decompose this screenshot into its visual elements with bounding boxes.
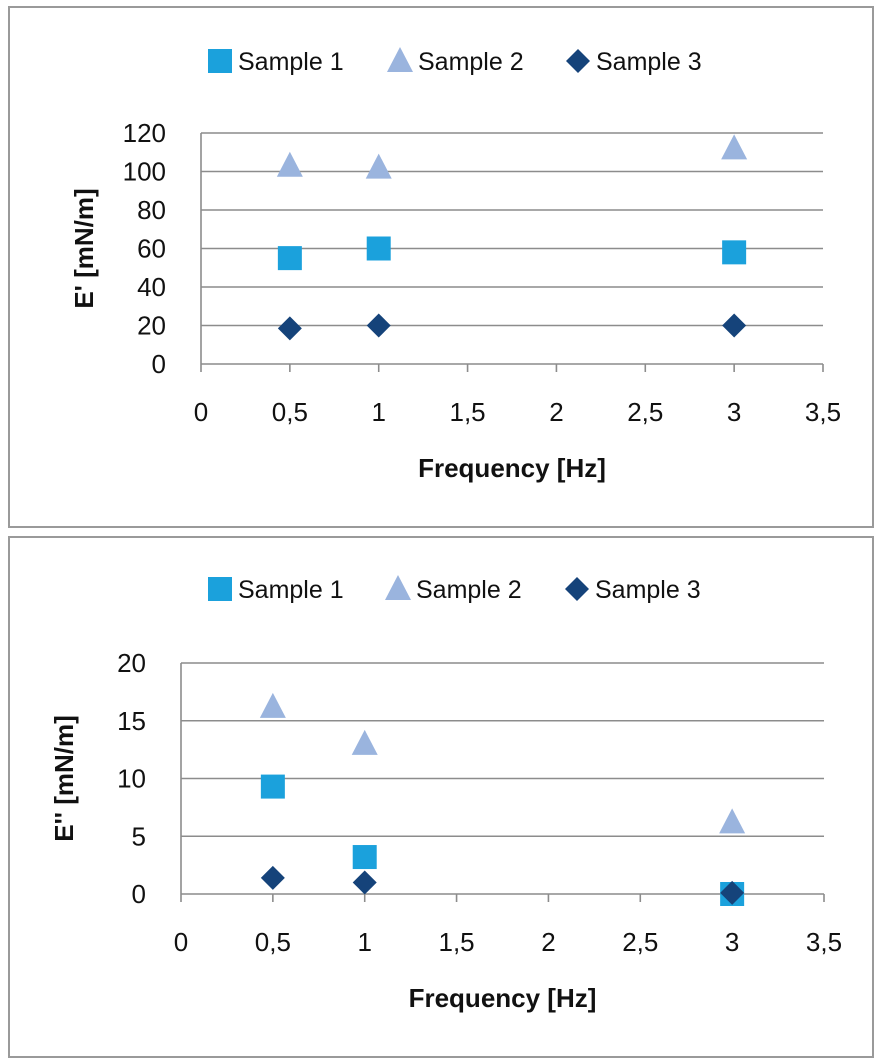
chart-panel-storage-modulus: 0 20 40 60 80 100 120 0 0,5 1 1,5 2 2,5 3 3,5 Frequency… [8, 6, 874, 528]
legend-label: Sample 2 [418, 48, 524, 76]
data-point [366, 313, 391, 338]
data-point [351, 729, 378, 755]
data-point [365, 153, 392, 179]
x-axis-label: Frequency [Hz] [418, 453, 606, 483]
x-tick-label: 0 [194, 397, 208, 427]
legend-marker-square [208, 49, 232, 73]
x-tick-labels: 0 0,5 1 1,5 2 2,5 3 3,5 [174, 894, 842, 957]
y-tick-label: 0 [152, 349, 166, 379]
series-sample-3 [277, 313, 747, 341]
legend-item: Sample 2 [385, 575, 522, 604]
y-tick-label: 80 [137, 195, 166, 225]
data-point [366, 236, 391, 261]
data-point [277, 246, 302, 271]
x-tick-label: 0,5 [255, 927, 291, 957]
x-axis-label: Frequency [Hz] [409, 983, 597, 1013]
data-point [721, 134, 748, 160]
data-point [722, 313, 747, 338]
legend-label: Sample 3 [596, 48, 702, 76]
y-tick-labels: 0 20 40 60 80 100 120 [123, 118, 166, 379]
legend: Sample 1 Sample 2 Sample 3 [208, 575, 701, 604]
x-tick-label: 1 [357, 927, 371, 957]
x-tick-label: 2,5 [627, 397, 663, 427]
legend-label: Sample 2 [416, 576, 522, 604]
legend-item: Sample 3 [566, 48, 702, 76]
x-tick-label: 2,5 [622, 927, 658, 957]
legend-marker-triangle [385, 575, 411, 600]
legend: Sample 1 Sample 2 Sample 3 [208, 47, 702, 76]
data-point [259, 692, 286, 718]
y-tick-label: 40 [137, 272, 166, 302]
x-tick-label: 3,5 [805, 397, 841, 427]
legend-item: Sample 3 [565, 576, 701, 604]
y-axis-label: E'' [mN/m] [49, 715, 79, 841]
data-point [352, 870, 377, 895]
y-axis-label: E' [mN/m] [69, 188, 99, 308]
y-tick-labels: 0 5 10 15 20 [117, 648, 146, 909]
series-sample-2 [259, 692, 746, 834]
y-tick-label: 15 [117, 706, 146, 736]
series-sample-3 [260, 865, 745, 905]
x-tick-label: 2 [549, 397, 563, 427]
x-tick-label: 3 [725, 927, 739, 957]
y-tick-label: 60 [137, 234, 166, 264]
legend-marker-diamond [566, 49, 590, 73]
data-point [352, 845, 377, 870]
data-point [719, 808, 746, 834]
y-tick-label: 0 [132, 879, 146, 909]
legend-marker-diamond [565, 577, 589, 601]
legend-label: Sample 1 [238, 576, 344, 604]
gridlines [201, 132, 823, 365]
x-tick-label: 1 [371, 397, 385, 427]
series-sample-1 [260, 774, 745, 906]
y-tick-label: 100 [123, 157, 166, 187]
chart-panel-loss-modulus: 0 5 10 15 20 0 0,5 1 1,5 2 2,5 3 3,5 Frequency [Hz] E'… [8, 536, 874, 1058]
series-sample-1 [277, 236, 747, 271]
data-point [720, 880, 745, 905]
series-sample-2 [276, 134, 748, 179]
data-point [260, 865, 285, 890]
chart-loss-modulus: 0 5 10 15 20 0 0,5 1 1,5 2 2,5 3 3,5 Frequency [Hz] E'… [49, 575, 842, 1013]
x-tick-label: 3,5 [806, 927, 842, 957]
x-tick-labels: 0 0,5 1 1,5 2 2,5 3 3,5 [194, 364, 841, 427]
x-tick-label: 0 [174, 927, 188, 957]
data-point [276, 151, 303, 177]
x-tick-label: 2 [541, 927, 555, 957]
y-tick-label: 120 [123, 118, 166, 148]
y-tick-label: 20 [137, 311, 166, 341]
legend-item: Sample 1 [208, 48, 344, 76]
chart-storage-modulus: 0 20 40 60 80 100 120 0 0,5 1 1,5 2 2,5 3 3,5 Frequency… [69, 47, 841, 483]
y-tick-label: 10 [117, 764, 146, 794]
data-point [260, 774, 285, 799]
x-tick-label: 3 [727, 397, 741, 427]
y-tick-label: 20 [117, 648, 146, 678]
legend-label: Sample 1 [238, 48, 344, 76]
legend-marker-square [208, 577, 232, 601]
gridlines [181, 662, 824, 895]
data-point [722, 240, 747, 265]
legend-item: Sample 1 [208, 576, 344, 604]
legend-item: Sample 2 [387, 47, 524, 76]
x-tick-label: 1,5 [438, 927, 474, 957]
y-tick-label: 5 [132, 821, 146, 851]
legend-marker-triangle [387, 47, 413, 72]
x-tick-label: 1,5 [449, 397, 485, 427]
legend-label: Sample 3 [595, 576, 701, 604]
x-tick-label: 0,5 [272, 397, 308, 427]
data-point [277, 316, 302, 341]
